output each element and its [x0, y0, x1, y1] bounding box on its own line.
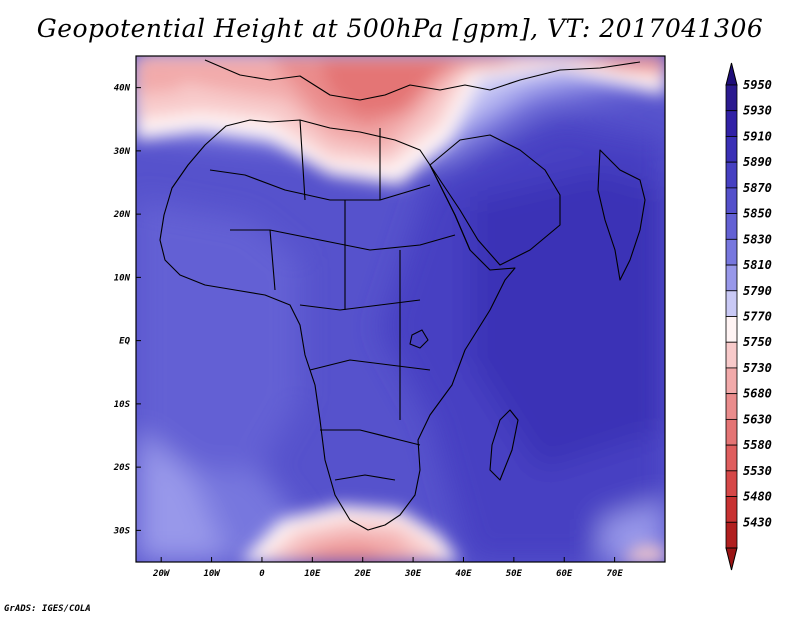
colorbar-swatch — [725, 316, 738, 343]
lat-tick-label: 30N — [113, 147, 131, 157]
colorbar-label: 5430 — [743, 515, 772, 529]
colorbar-label: 5750 — [743, 335, 772, 349]
colorbar-swatch — [725, 187, 738, 215]
lon-tick-label: 50E — [506, 569, 523, 579]
lat-tick-label: EQ — [119, 337, 130, 347]
colorbar-swatch — [725, 341, 738, 369]
colorbar-swatch — [725, 470, 738, 497]
colorbar-swatch — [725, 393, 738, 420]
lat-tick-label: 10S — [114, 400, 131, 410]
lon-tick-label: 0 — [259, 569, 265, 579]
colorbar-swatch — [725, 290, 738, 317]
colorbar-label: 5580 — [743, 438, 772, 452]
colorbar-label: 5770 — [743, 310, 772, 324]
map-title: Geopotential Height at 500hPa [gpm], VT:… — [36, 14, 764, 43]
lat-tick-label: 30S — [113, 526, 131, 536]
colorbar-swatch — [725, 110, 738, 137]
colorbar-top-arrow — [725, 62, 738, 86]
colorbar-label: 5730 — [743, 361, 772, 375]
colorbar-swatch — [725, 367, 738, 395]
grads-credit: GrADS: IGES/COLA — [4, 604, 91, 614]
lon-tick-label: 10E — [304, 569, 321, 579]
colorbar-label: 5950 — [743, 78, 772, 92]
lat-tick-label: 40N — [114, 84, 131, 94]
colorbar-swatch — [725, 161, 738, 189]
coastlines — [159, 59, 646, 531]
lon-tick-label: 20W — [152, 569, 171, 579]
lon-tick-label: 20E — [354, 569, 372, 579]
colorbar-swatch — [725, 136, 738, 163]
colorbar-label: 5930 — [743, 104, 772, 118]
map-frame — [135, 55, 666, 563]
colorbar-swatch — [725, 264, 738, 292]
colorbar-label: 5830 — [743, 232, 772, 246]
colorbar-swatch — [725, 238, 738, 266]
colorbar-bottom-arrow — [725, 547, 738, 571]
colorbar-swatch — [725, 213, 738, 240]
colorbar-swatch — [725, 444, 738, 472]
colorbar-swatch — [725, 496, 738, 523]
colorbar-swatch — [725, 521, 738, 549]
lat-tick-label: 10N — [114, 273, 131, 283]
colorbar-label: 5870 — [743, 181, 772, 195]
lat-tick-label: 20N — [113, 210, 131, 220]
colorbar-label: 5630 — [743, 412, 772, 426]
colorbar-label: 5480 — [743, 490, 772, 504]
colorbar-label: 5530 — [743, 464, 772, 478]
colorbar-label: 5890 — [743, 155, 772, 169]
colorbar-swatch — [725, 418, 738, 446]
lon-tick-label: 60E — [556, 569, 573, 579]
colorbar-label: 5910 — [743, 129, 772, 143]
latitude-axis: 40N 30N 20N 10N EQ 10S 20S 30S — [113, 84, 141, 536]
lon-tick-label: 10W — [203, 569, 221, 579]
lon-tick-label: 30E — [404, 569, 422, 579]
longitude-axis: 20W 10W 0 10E 20E 30E 40E 50E 60E 70E — [152, 557, 623, 579]
colorbar-label: 5810 — [743, 258, 772, 272]
lon-tick-label: 40E — [455, 569, 472, 579]
lon-tick-label: 70E — [606, 569, 623, 579]
colorbar-label: 5680 — [743, 387, 772, 401]
colorbar-label: 5850 — [743, 207, 772, 221]
colorbar: 5950 5930 5910 5890 5870 5850 5830 5810 5790 5770… — [725, 62, 772, 571]
colorbar-swatch — [725, 84, 738, 112]
colorbar-label: 5790 — [743, 284, 772, 298]
lat-tick-label: 20S — [113, 463, 131, 473]
